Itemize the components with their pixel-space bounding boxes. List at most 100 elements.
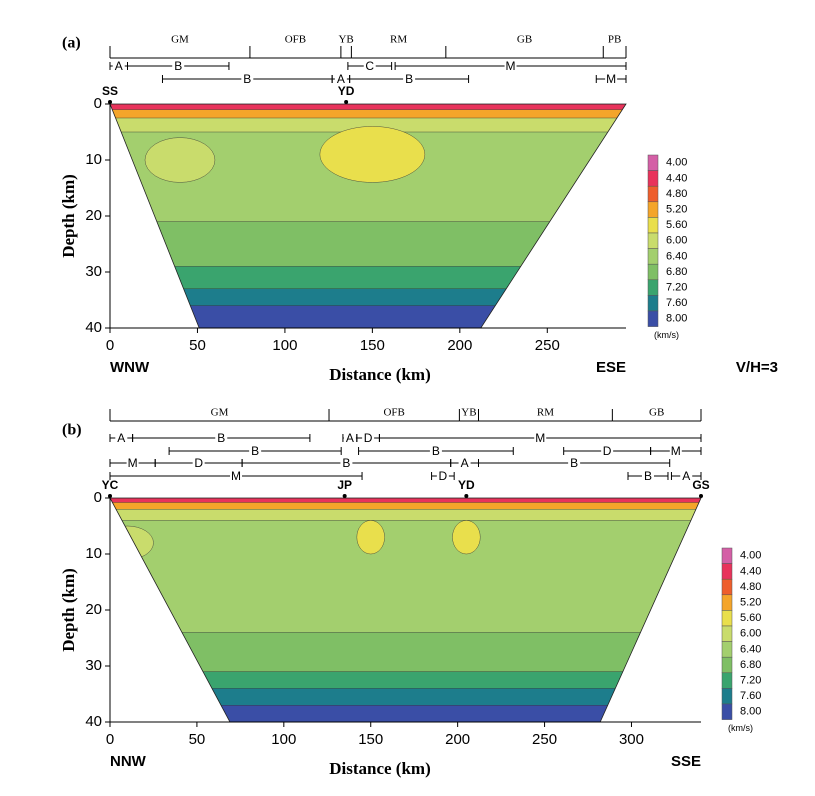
segment-label: A bbox=[337, 72, 345, 86]
colorbar-label: 6.00 bbox=[666, 235, 687, 247]
segment-label-bg bbox=[641, 470, 654, 482]
station-marker bbox=[344, 100, 349, 104]
station-name: JP bbox=[337, 478, 352, 492]
panel-label: (a) bbox=[62, 35, 81, 52]
y-axis-label: Depth (km) bbox=[59, 174, 78, 258]
velocity-band bbox=[110, 671, 701, 690]
velocity-band bbox=[110, 520, 701, 634]
station-name: SS bbox=[102, 84, 118, 98]
velocity-band bbox=[110, 502, 701, 510]
colorbar-cell bbox=[721, 594, 733, 611]
station-name: GS bbox=[692, 478, 709, 492]
segment-label: B bbox=[217, 431, 225, 445]
segment-label: D bbox=[194, 456, 203, 470]
velocity-band bbox=[110, 498, 701, 504]
velocity-anomaly bbox=[356, 520, 385, 555]
colorbar-label: 4.80 bbox=[666, 188, 687, 200]
segment-label: B bbox=[342, 456, 350, 470]
y-tick-label: 40 bbox=[85, 713, 102, 730]
x-tick-label: 300 bbox=[619, 731, 644, 748]
right-end: ESE bbox=[596, 359, 626, 376]
y-tick-label: 20 bbox=[85, 601, 102, 618]
segment-label: M bbox=[606, 72, 616, 86]
velocity-band bbox=[110, 104, 626, 111]
x-tick-label: 100 bbox=[272, 337, 297, 354]
segment-label-bg bbox=[249, 445, 262, 457]
segment-label: A bbox=[115, 59, 123, 73]
segment-label-bg bbox=[680, 470, 693, 482]
colorbar-label: 6.40 bbox=[740, 643, 761, 655]
left-end: NNW bbox=[110, 753, 147, 770]
segment-label: B bbox=[174, 59, 182, 73]
segment-label: M bbox=[671, 444, 681, 458]
segment-label-bg bbox=[241, 73, 254, 85]
x-tick-label: 0 bbox=[106, 731, 114, 748]
segment-label-bg bbox=[192, 457, 205, 469]
segment-label-bg bbox=[363, 60, 376, 72]
station-marker bbox=[464, 494, 469, 498]
colorbar-cell bbox=[721, 610, 733, 627]
segment-label-bg bbox=[172, 60, 185, 72]
y-tick-label: 0 bbox=[94, 489, 102, 506]
velocity-band bbox=[110, 266, 626, 290]
segment-label-bg bbox=[458, 457, 471, 469]
segment-label: B bbox=[644, 469, 652, 483]
colorbar-label: 6.80 bbox=[740, 659, 761, 671]
segment-label: M bbox=[506, 59, 516, 73]
colorbar-label: 7.60 bbox=[666, 297, 687, 309]
colorbar-cell bbox=[647, 232, 659, 249]
velocity-anomaly bbox=[319, 126, 426, 183]
colorbar-label: 4.40 bbox=[740, 565, 761, 577]
segment-label-bg bbox=[340, 457, 353, 469]
colorbar-label: 5.20 bbox=[740, 597, 761, 609]
colorbar-cell bbox=[647, 201, 659, 218]
velocity-band bbox=[110, 305, 626, 328]
colorbar-cell bbox=[721, 578, 733, 596]
velocity-section bbox=[110, 104, 626, 328]
colorbar-cell bbox=[647, 154, 659, 171]
province-name: OFB bbox=[285, 34, 306, 46]
province-name: GB bbox=[517, 34, 532, 46]
colorbar-label: 5.20 bbox=[666, 204, 687, 216]
left-end: WNW bbox=[110, 359, 150, 376]
x-tick-label: 50 bbox=[189, 731, 206, 748]
panel-label: (b) bbox=[62, 422, 82, 439]
segment-label-bg bbox=[403, 73, 416, 85]
colorbar-cell bbox=[721, 688, 733, 705]
station-marker bbox=[699, 494, 703, 498]
colorbar-cell bbox=[721, 656, 733, 674]
segment-label-bg bbox=[112, 60, 125, 72]
colorbar-label: 7.20 bbox=[740, 675, 761, 687]
colorbar-label: 7.20 bbox=[666, 282, 687, 294]
colorbar-label: 5.60 bbox=[666, 219, 687, 231]
segment-label-bg bbox=[504, 60, 517, 72]
colorbar-unit: (km/s) bbox=[728, 723, 753, 733]
segment-label: B bbox=[243, 72, 251, 86]
colorbar-label: 6.00 bbox=[740, 628, 761, 640]
colorbar-label: 4.80 bbox=[740, 581, 761, 593]
colorbar-label: 8.00 bbox=[740, 706, 761, 718]
x-tick-label: 150 bbox=[360, 337, 385, 354]
colorbar-cell bbox=[721, 625, 733, 642]
colorbar-label: 8.00 bbox=[666, 313, 687, 325]
x-tick-label: 100 bbox=[271, 731, 296, 748]
province-name: YB bbox=[461, 407, 476, 419]
province-name: GM bbox=[171, 34, 189, 46]
colorbar-label: 5.60 bbox=[740, 612, 761, 624]
y-tick-label: 20 bbox=[85, 207, 102, 224]
segment-label-bg bbox=[568, 457, 581, 469]
right-end: SSE bbox=[671, 753, 701, 770]
colorbar-unit: (km/s) bbox=[654, 330, 679, 340]
segment-label-bg bbox=[230, 470, 243, 482]
y-tick-label: 40 bbox=[85, 319, 102, 336]
segment-label: A bbox=[117, 431, 125, 445]
segment-label-bg bbox=[215, 432, 228, 444]
segment-label-bg bbox=[436, 470, 449, 482]
velocity-anomaly bbox=[452, 520, 481, 555]
segment-label: M bbox=[535, 431, 545, 445]
colorbar-cell bbox=[647, 279, 659, 296]
colorbar-cell bbox=[721, 641, 733, 658]
colorbar-cell bbox=[647, 217, 659, 234]
y-tick-label: 0 bbox=[94, 95, 102, 112]
velocity-band bbox=[110, 688, 701, 706]
